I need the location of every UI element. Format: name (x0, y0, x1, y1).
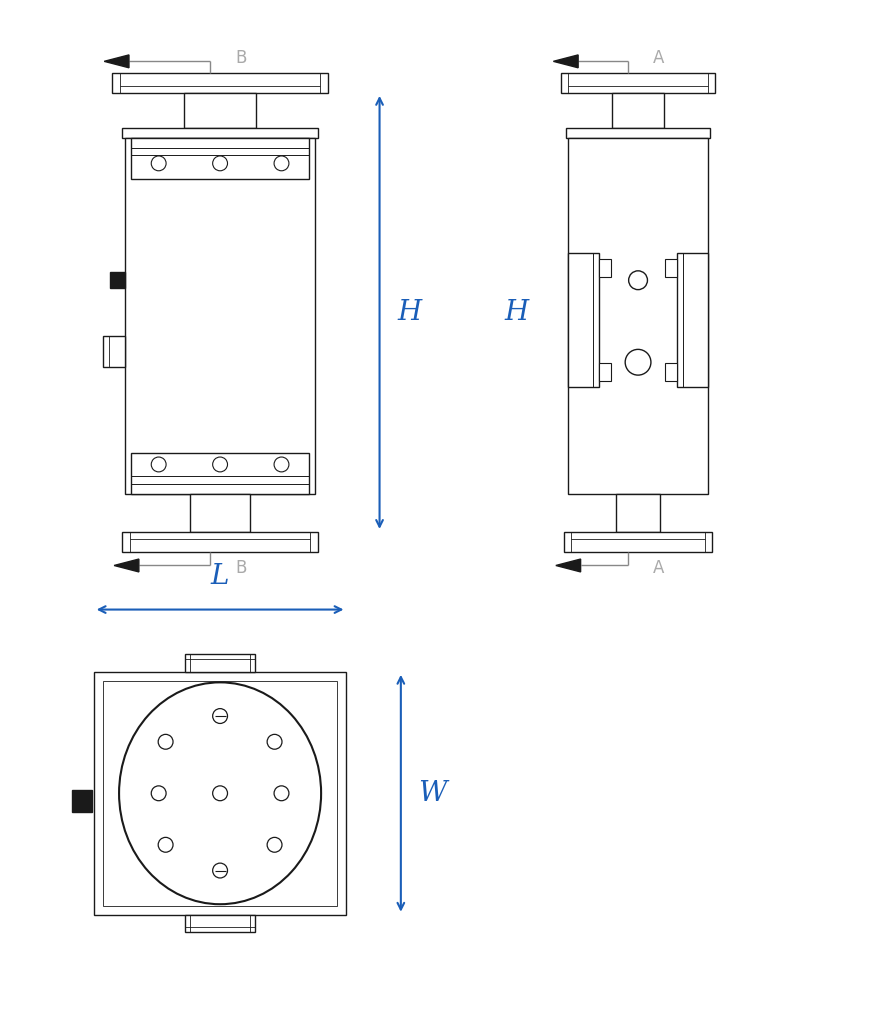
Bar (190, 495, 250, 531)
Text: A: A (653, 49, 664, 68)
Circle shape (158, 734, 173, 750)
Bar (185, 654, 255, 672)
Bar (600, 364, 611, 381)
Circle shape (151, 457, 166, 472)
Bar (561, 74, 715, 93)
Bar (122, 128, 318, 137)
Bar (103, 336, 125, 368)
Bar (567, 128, 710, 137)
Bar (125, 137, 315, 495)
Text: W: W (419, 780, 447, 807)
Circle shape (629, 270, 648, 290)
Bar (122, 531, 318, 552)
Bar (110, 272, 125, 288)
Circle shape (274, 785, 289, 801)
Bar (185, 914, 255, 933)
Circle shape (213, 156, 228, 171)
Bar (567, 254, 600, 387)
Bar (665, 259, 677, 278)
Polygon shape (556, 559, 581, 572)
Polygon shape (114, 559, 139, 572)
Bar (184, 93, 256, 128)
Bar (131, 137, 309, 179)
Bar (612, 93, 663, 128)
Bar (600, 259, 611, 278)
Bar (131, 453, 309, 495)
Circle shape (267, 838, 282, 852)
Bar (567, 137, 708, 495)
Polygon shape (104, 55, 129, 68)
Polygon shape (553, 55, 578, 68)
Circle shape (274, 156, 289, 171)
Circle shape (213, 457, 228, 472)
Text: H: H (397, 299, 422, 326)
Circle shape (158, 838, 173, 852)
Text: A: A (653, 559, 664, 578)
Circle shape (213, 863, 228, 878)
Bar (615, 495, 660, 531)
Bar (93, 672, 347, 914)
Bar (103, 681, 338, 905)
Circle shape (625, 349, 651, 375)
Circle shape (213, 785, 228, 801)
Circle shape (213, 709, 228, 724)
Text: H: H (504, 299, 528, 326)
Bar (112, 74, 328, 93)
Text: L: L (211, 563, 230, 590)
Bar (677, 254, 708, 387)
Bar (72, 791, 92, 812)
Text: B: B (235, 559, 246, 578)
Circle shape (274, 457, 289, 472)
Bar (665, 364, 677, 381)
Ellipse shape (119, 682, 321, 904)
Circle shape (267, 734, 282, 750)
Bar (564, 531, 712, 552)
Circle shape (151, 156, 166, 171)
Text: B: B (235, 49, 246, 68)
Circle shape (151, 785, 166, 801)
